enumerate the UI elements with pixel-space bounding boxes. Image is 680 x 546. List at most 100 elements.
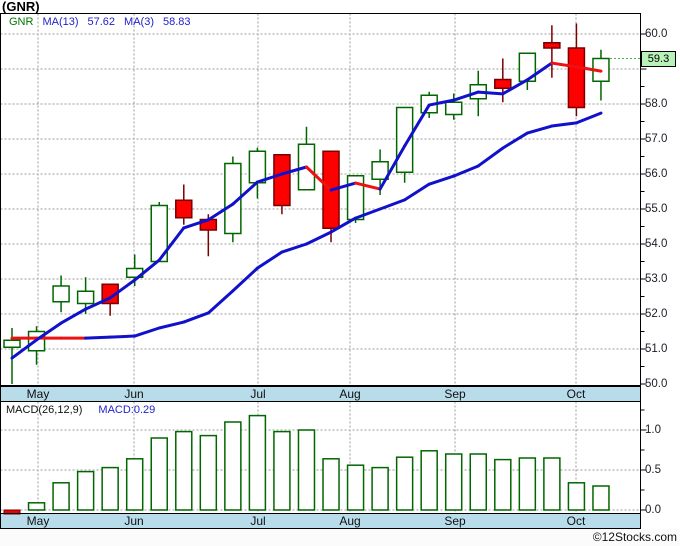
month-label: Sep bbox=[444, 514, 466, 528]
ma13-line bbox=[427, 174, 456, 186]
ma3-line bbox=[476, 90, 505, 96]
price-axis-label: 54.0 bbox=[645, 238, 668, 250]
ma13-line bbox=[403, 182, 431, 202]
ma13-line bbox=[206, 289, 235, 315]
x-axis-strip bbox=[0, 513, 641, 529]
bottom-bar bbox=[0, 529, 680, 546]
ma13-line bbox=[476, 146, 505, 168]
ma13-line bbox=[354, 207, 382, 220]
macd-bar bbox=[175, 430, 193, 511]
macd-bar bbox=[494, 458, 512, 511]
ma3-line bbox=[304, 165, 333, 192]
x-axis-strip bbox=[0, 386, 641, 402]
candle-body bbox=[567, 47, 586, 109]
price-axis-label: 58.0 bbox=[645, 98, 668, 110]
candle-body bbox=[444, 101, 463, 116]
ma13-line bbox=[329, 216, 358, 234]
ma3-line bbox=[550, 61, 578, 69]
month-label: Jun bbox=[124, 387, 144, 401]
month-label: Jul bbox=[250, 514, 266, 528]
month-label: Oct bbox=[566, 514, 586, 528]
page-title: (GNR) bbox=[2, 0, 40, 14]
candle-body bbox=[175, 199, 193, 219]
ma3-line bbox=[35, 321, 63, 342]
ma13-line bbox=[525, 124, 554, 135]
month-label: Sep bbox=[444, 387, 466, 401]
symbol-label: GNR bbox=[9, 16, 34, 28]
macd-bar bbox=[592, 485, 610, 511]
ma3-line bbox=[108, 278, 137, 300]
macd-axis-label: 1.0 bbox=[645, 424, 661, 436]
ma3-line bbox=[10, 338, 39, 360]
price-panel-border bbox=[0, 13, 641, 386]
ma3-line bbox=[280, 165, 308, 176]
month-label: Oct bbox=[566, 387, 586, 401]
macd-bar bbox=[125, 458, 144, 511]
month-label: Jun bbox=[124, 514, 144, 528]
month-label: May bbox=[26, 514, 50, 528]
price-axis-label: 55.0 bbox=[645, 203, 668, 215]
ma3-line bbox=[525, 61, 554, 82]
macd-bar bbox=[518, 457, 537, 511]
candle-body bbox=[371, 161, 389, 180]
ma13-line bbox=[304, 230, 333, 246]
macd-bar bbox=[395, 456, 414, 511]
ma13-line bbox=[157, 320, 186, 330]
macd-bar bbox=[297, 429, 316, 511]
ma3-line bbox=[182, 218, 210, 230]
ma13-line bbox=[255, 250, 284, 270]
ma13-line bbox=[378, 198, 407, 211]
candle-body bbox=[494, 78, 512, 89]
ma3-line bbox=[84, 296, 112, 311]
ma3-value: 58.83 bbox=[163, 16, 191, 28]
ma3-line bbox=[133, 258, 161, 282]
macd-params-label: MACD(26,12,9) bbox=[6, 404, 83, 416]
ma13-line bbox=[133, 326, 161, 338]
month-label: May bbox=[26, 387, 50, 401]
candle-body bbox=[248, 150, 267, 184]
ma3-label: MA(3) bbox=[124, 16, 154, 28]
ma13-line bbox=[108, 334, 137, 339]
macd-bar bbox=[444, 453, 463, 511]
ma13-line bbox=[280, 242, 308, 254]
macd-legend: MACD(26,12,9) MACD:0.29 bbox=[6, 404, 155, 416]
macd-bar bbox=[224, 421, 242, 511]
macd-bar bbox=[371, 466, 389, 511]
macd-bar bbox=[346, 464, 365, 511]
ma3-line bbox=[206, 202, 235, 222]
macd-axis-label: 0.5 bbox=[645, 464, 661, 476]
ma3-line bbox=[59, 307, 88, 325]
macd-bar bbox=[420, 450, 438, 511]
ma13-line bbox=[452, 164, 480, 178]
macd-bar bbox=[469, 453, 488, 511]
ma3-line bbox=[574, 65, 603, 73]
price-axis-label: 56.0 bbox=[645, 168, 668, 180]
ma13-line bbox=[501, 131, 529, 150]
candle-body bbox=[395, 106, 414, 173]
ma3-line bbox=[329, 181, 358, 192]
ma3-line bbox=[403, 103, 431, 148]
macd-bar bbox=[76, 470, 95, 511]
ma13-value: 57.62 bbox=[87, 16, 116, 28]
macd-bar bbox=[101, 466, 119, 511]
macd-panel-border bbox=[0, 401, 641, 514]
macd-bar bbox=[567, 482, 586, 511]
price-axis-label: 53.0 bbox=[645, 273, 668, 285]
candle-body bbox=[273, 154, 291, 207]
ma3-line bbox=[501, 78, 529, 96]
ma3-line bbox=[354, 181, 382, 191]
month-label: Aug bbox=[339, 387, 361, 401]
ma13-line bbox=[574, 111, 603, 125]
candle-body bbox=[52, 285, 70, 303]
macd-bar bbox=[543, 457, 561, 511]
macd-bar bbox=[150, 437, 168, 511]
price-axis-label: 50.0 bbox=[645, 378, 668, 390]
price-legend: GNR MA(13) 57.62 MA(3) 58.83 bbox=[9, 16, 191, 28]
month-label: Jul bbox=[250, 387, 266, 401]
ma13-line bbox=[182, 311, 210, 324]
ma13-line bbox=[550, 121, 578, 128]
candle-body bbox=[543, 42, 561, 49]
ma13-line bbox=[231, 266, 259, 293]
